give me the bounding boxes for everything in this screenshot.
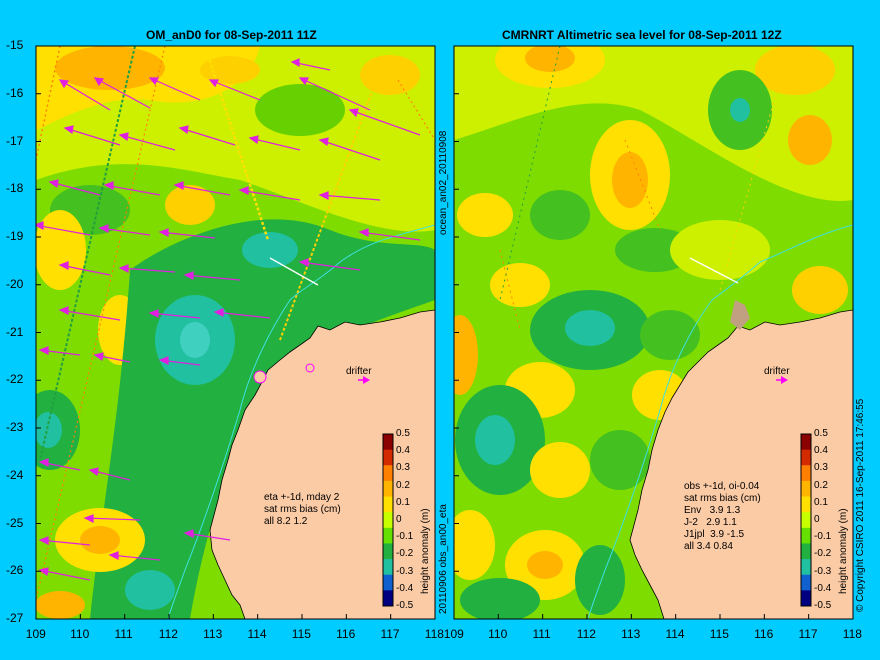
lon-tick-label: 117 xyxy=(380,627,400,641)
lon-tick-label: 115 xyxy=(709,627,729,641)
left-colorbar xyxy=(382,433,394,607)
lon-tick-label: 114 xyxy=(247,627,267,641)
colorbar-segment xyxy=(383,434,393,451)
right-colorbar-label: height anomaly (m) xyxy=(838,508,849,594)
lat-tick-label: -15 xyxy=(6,38,24,52)
lon-tick-label: 110 xyxy=(70,627,90,641)
colorbar-tick-label: 0.4 xyxy=(396,445,410,457)
colorbar-segment xyxy=(801,590,811,607)
lon-tick-label: 113 xyxy=(621,627,641,641)
copyright-label: © Copyright CSIRO 2011 16-Sep-2011 17:46… xyxy=(855,398,866,612)
colorbar-tick-label: 0.4 xyxy=(814,445,828,457)
colorbar-segment xyxy=(801,480,811,498)
colorbar-segment xyxy=(801,512,811,529)
colorbar-tick-label: 0.1 xyxy=(814,496,828,508)
lon-tick-label: 116 xyxy=(754,627,774,641)
colorbar-tick-label: -0.4 xyxy=(396,582,414,594)
colorbar-frame xyxy=(800,433,812,607)
colorbar-segment xyxy=(801,465,811,482)
colorbar-tick-label: -0.2 xyxy=(814,548,832,560)
colorbar-segment xyxy=(383,480,393,498)
lat-tick-label: -24 xyxy=(6,467,24,482)
colorbar-segment xyxy=(801,434,811,451)
lon-tick-label: 109 xyxy=(443,627,464,641)
right-drifter-label: drifter xyxy=(764,366,790,377)
left-panel-title: OM_anD0 for 08-Sep-2011 11Z xyxy=(146,28,317,42)
colorbar-tick-label: 0.2 xyxy=(396,479,410,491)
right-drifter-marker xyxy=(776,376,788,384)
colorbar-tick-label: -0.3 xyxy=(814,565,832,577)
lon-tick-label: 114 xyxy=(665,627,685,641)
lon-tick-label: 118 xyxy=(424,627,444,641)
colorbar-frame xyxy=(382,433,394,607)
lon-tick-label: 109 xyxy=(25,627,46,641)
colorbar-segment xyxy=(383,449,393,466)
colorbar-segment xyxy=(383,590,393,607)
colorbar-segment xyxy=(383,527,393,544)
colorbar-tick-label: 0.3 xyxy=(396,462,410,474)
colorbar-segment xyxy=(383,574,393,591)
colorbar-segment xyxy=(383,496,393,513)
colorbar-tick-label: -0.2 xyxy=(396,548,414,560)
colorbar-tick-label: -0.3 xyxy=(396,565,414,577)
left-stats-box xyxy=(262,490,380,530)
lat-tick-label: -21 xyxy=(6,324,24,339)
colorbar-tick-label: -0.5 xyxy=(396,600,414,611)
colorbar-tick-label: 0.5 xyxy=(814,428,828,439)
lon-tick-label: 111 xyxy=(532,627,551,641)
lon-tick-label: 117 xyxy=(798,627,818,641)
lon-tick-label: 111 xyxy=(114,627,133,641)
colorbar-tick-label: 0 xyxy=(814,514,820,525)
left-map-panel xyxy=(36,46,435,619)
lon-tick-label: 113 xyxy=(203,627,223,641)
colorbar-tick-label: 0.1 xyxy=(396,496,410,508)
left-drifter-marker xyxy=(358,376,370,384)
lat-tick-label: -27 xyxy=(6,611,24,625)
right-panel-title: CMRNRT Altimetric sea level for 08-Sep-2… xyxy=(502,28,782,42)
right-stats-text: obs +-1d, oi-0.04 sat rms bias (cm) Env … xyxy=(684,481,761,552)
obs-run-label: 20110906 obs_an00_eta xyxy=(438,504,449,614)
lon-tick-label: 118 xyxy=(842,627,862,641)
colorbar-tick-label: 0.2 xyxy=(814,479,828,491)
colorbar-segment xyxy=(801,559,811,576)
left-colorbar-label: height anomaly (m) xyxy=(420,508,431,594)
lon-tick-label: 116 xyxy=(336,627,356,641)
lat-tick-label: -22 xyxy=(6,372,24,387)
colorbar-segment xyxy=(801,574,811,591)
lon-tick-label: 110 xyxy=(488,627,508,641)
left-drifter-label: drifter xyxy=(346,366,372,377)
colorbar-segment xyxy=(383,512,393,529)
colorbar-segment xyxy=(801,496,811,513)
colorbar-tick-label: 0.3 xyxy=(814,462,828,474)
colorbar-tick-label: 0.5 xyxy=(396,428,410,439)
colorbar-tick-label: -0.1 xyxy=(814,531,832,543)
model-run-label: ocean_an02_20110908 xyxy=(438,130,449,235)
colorbar-segment xyxy=(801,527,811,544)
colorbar-tick-label: -0.5 xyxy=(814,600,832,611)
lat-tick-label: -25 xyxy=(6,515,24,530)
lon-tick-label: 115 xyxy=(291,627,311,641)
colorbar-segment xyxy=(383,559,393,576)
lat-tick-label: -26 xyxy=(6,563,24,578)
colorbar-segment xyxy=(801,449,811,466)
lat-tick-label: -20 xyxy=(6,276,24,291)
right-stats-box xyxy=(682,479,800,559)
lon-tick-label: 112 xyxy=(158,627,178,641)
lon-tick-label: 112 xyxy=(576,627,596,641)
colorbar-tick-label: 0 xyxy=(396,514,402,525)
lat-tick-label: -16 xyxy=(6,85,24,100)
colorbar-tick-label: -0.4 xyxy=(814,582,832,594)
lat-tick-label: -17 xyxy=(6,133,24,148)
lat-tick-label: -19 xyxy=(6,229,24,243)
right-colorbar xyxy=(800,433,812,607)
colorbar-segment xyxy=(383,543,393,560)
lat-tick-label: -23 xyxy=(6,420,24,434)
colorbar-tick-label: -0.1 xyxy=(396,531,414,543)
lat-tick-label: -18 xyxy=(6,181,24,196)
colorbar-segment xyxy=(801,543,811,560)
colorbar-segment xyxy=(383,465,393,482)
left-stats-text: eta +-1d, mday 2 sat rms bias (cm) all 8… xyxy=(264,492,341,527)
